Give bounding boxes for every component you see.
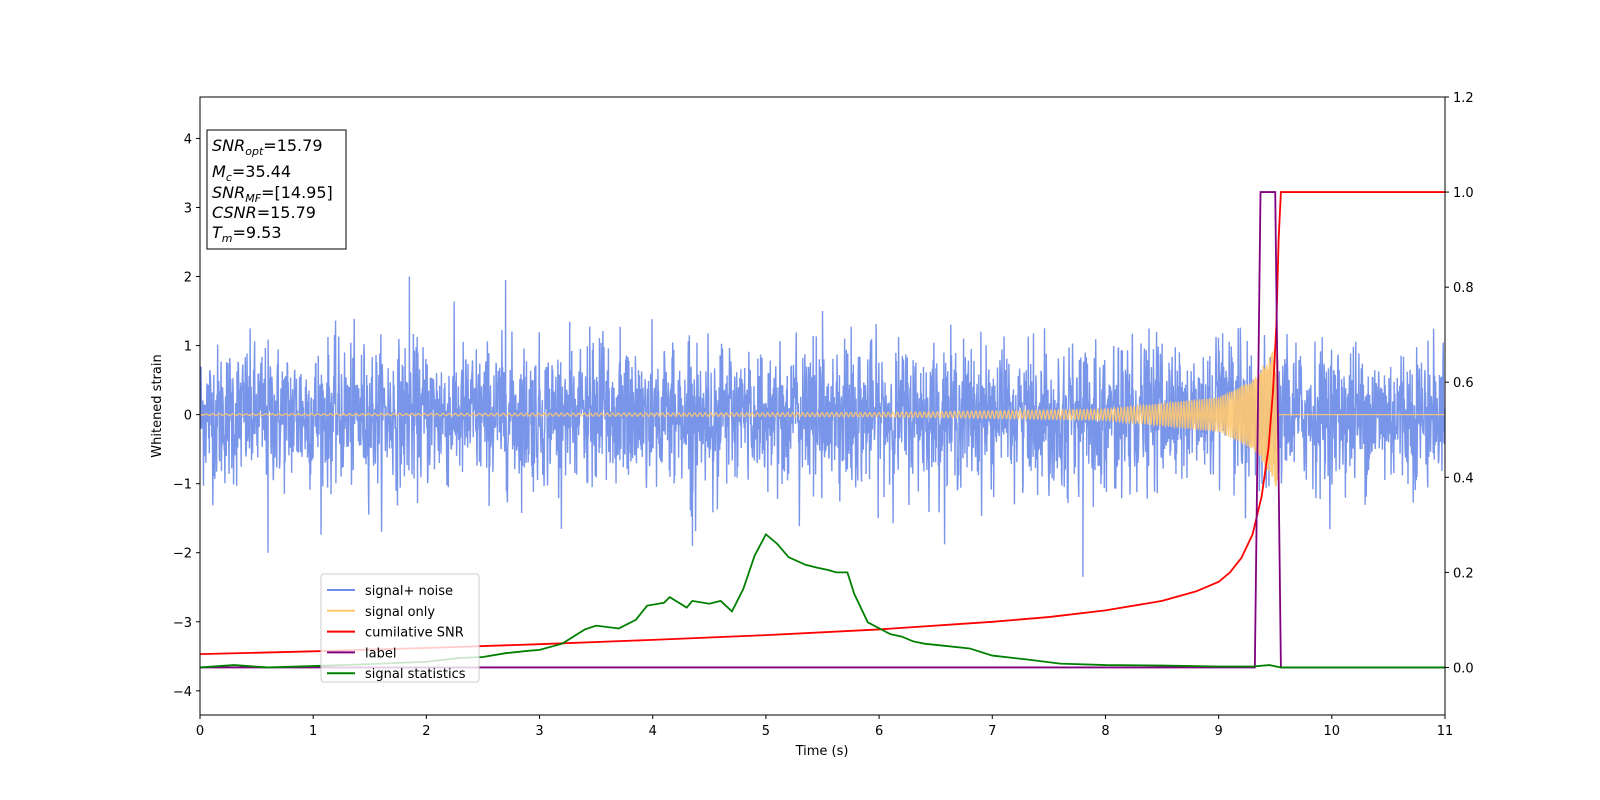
series-signal-statistics-line [200, 532, 1445, 669]
legend-label: cumilative SNR [365, 626, 464, 641]
legend-label: label [365, 646, 396, 661]
plot-frame [199, 96, 1446, 716]
x-axis-ticks: 0 1 2 3 4 5 6 7 8 9 10 11 [196, 715, 1453, 739]
x-tick-label: 7 [988, 724, 996, 739]
x-tick-label: 10 [1324, 724, 1341, 739]
y-right-axis-ticks: 0.0 0.2 0.4 0.6 0.8 1.0 1.2 [1445, 91, 1474, 676]
legend-label: signal statistics [365, 667, 466, 682]
y-left-tick-label: 3 [184, 201, 192, 216]
y-left-tick-label: −1 [173, 478, 192, 493]
y-right-tick-label: 0.8 [1453, 281, 1474, 296]
y-right-tick-label: 1.2 [1453, 91, 1474, 106]
x-tick-label: 9 [1214, 724, 1222, 739]
stats-annotation-box: SNRopt=15.79 Mc=35.44SNRMF=[14.95]CSNR=15… [206, 129, 347, 250]
legend-label: signal only [365, 605, 435, 620]
x-tick-label: 11 [1437, 724, 1454, 739]
x-tick-label: 4 [649, 724, 657, 739]
y-left-tick-label: 0 [184, 409, 192, 424]
x-tick-label: 2 [422, 724, 430, 739]
y-right-tick-label: 1.0 [1453, 186, 1474, 201]
series-signal-only-line [200, 349, 1445, 487]
y-right-tick-label: 0.2 [1453, 566, 1474, 581]
y-left-tick-label: 1 [184, 340, 192, 355]
x-tick-label: 6 [875, 724, 883, 739]
y-left-tick-label: −2 [173, 547, 192, 562]
x-tick-label: 3 [535, 724, 543, 739]
legend-label: signal+ noise [365, 584, 453, 599]
y-left-axis-ticks: −4 −3 −2 −1 0 1 2 3 4 [173, 132, 200, 700]
y-right-tick-label: 0.4 [1453, 471, 1474, 486]
y-left-tick-label: −4 [173, 685, 192, 700]
annotation-line: CSNR=15.79 [212, 203, 316, 222]
y-axis-title: Whitened strain [150, 354, 165, 457]
annotation-line: Tm=9.53 [212, 223, 282, 245]
y-left-tick-label: 4 [184, 132, 192, 147]
annotation-frame [206, 129, 347, 250]
x-tick-label: 0 [196, 724, 204, 739]
x-tick-label: 8 [1101, 724, 1109, 739]
series-signal-noise-line [200, 276, 1445, 577]
y-right-tick-label: 0.6 [1453, 376, 1474, 391]
series-layer [200, 191, 1445, 669]
legend-frame [320, 573, 480, 683]
annotation-line: SNRopt=15.79 [212, 136, 323, 158]
x-tick-label: 5 [762, 724, 770, 739]
x-axis-title: Time (s) [795, 744, 849, 759]
y-right-tick-label: 0.0 [1453, 661, 1474, 676]
y-left-tick-label: 2 [184, 271, 192, 286]
annotation-line: SNRMF=[14.95] [212, 183, 333, 205]
x-tick-label: 1 [309, 724, 317, 739]
annotation-line: Mc=35.44 [212, 162, 291, 184]
y-left-tick-label: −3 [173, 616, 192, 631]
series-cumulative-snr-line [200, 191, 1445, 656]
legend: signal+ noise signal only cumilative SNR la… [320, 573, 480, 683]
